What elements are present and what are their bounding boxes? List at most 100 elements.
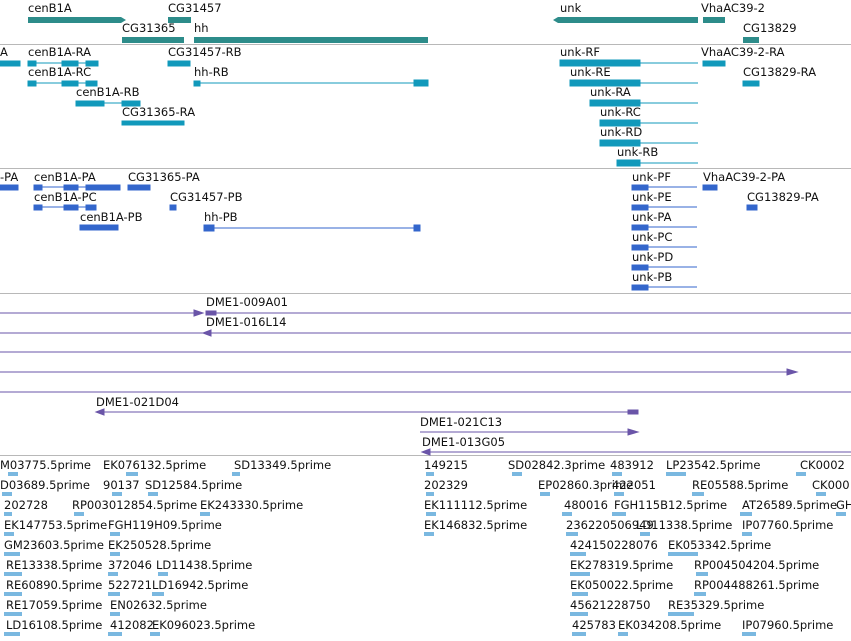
protein-label[interactable]: hh-PB (204, 210, 238, 224)
gene-label[interactable]: hh (194, 21, 209, 35)
gene-label[interactable]: cenB1A (28, 1, 72, 15)
clone-label[interactable]: DME1-021D04 (96, 395, 179, 409)
protein-label[interactable]: CG31457-PB (170, 190, 243, 204)
transcript-label[interactable]: cenB1A-RA (28, 45, 92, 59)
est-label[interactable]: EK146832.5prime (424, 518, 528, 532)
est-label[interactable]: RE35329.5prime (668, 598, 765, 612)
transcript-label[interactable]: unk-RA (590, 85, 631, 99)
est-mark (694, 592, 706, 596)
est-label[interactable]: EK147753.5prime (4, 518, 108, 532)
est-label[interactable]: 149215 (424, 458, 468, 472)
est-label[interactable]: 522721 (108, 578, 152, 592)
protein-label[interactable]: VhaAC39-2-PA (703, 170, 786, 184)
clone-label[interactable]: DME1-016L14 (206, 315, 287, 329)
gene-label[interactable]: VhaAC39-2 (701, 1, 765, 15)
est-label[interactable]: GH (836, 498, 851, 512)
protein-label[interactable]: unk-PB (632, 270, 673, 284)
est-label[interactable]: GM23603.5prime (4, 538, 104, 552)
est-label[interactable]: EP02860.3prime (538, 478, 634, 492)
transcript-label[interactable]: CG13829-RA (743, 65, 817, 79)
transcript-label[interactable]: unk-RB (617, 145, 659, 159)
est-label[interactable]: RE17059.5prime (6, 598, 103, 612)
est-label[interactable]: 424150228076 (570, 538, 658, 552)
est-label[interactable]: 372046 (108, 558, 152, 572)
est-label[interactable]: RE60890.5prime (6, 578, 103, 592)
est-label[interactable]: SD02842.3prime (508, 458, 606, 472)
protein-label[interactable]: cenB1A-PC (34, 190, 97, 204)
est-label[interactable]: EK278319.5prime (570, 558, 674, 572)
protein-label[interactable]: unk-PE (632, 190, 672, 204)
est-mark (640, 532, 650, 536)
est-label[interactable]: 202329 (424, 478, 468, 492)
gene-label[interactable]: CG31457 (168, 1, 222, 15)
transcript-label[interactable]: VhaAC39-2-RA (701, 45, 785, 59)
est-label[interactable]: RP004488261.5prime (694, 578, 820, 592)
protein-label[interactable]: -PA (0, 170, 19, 184)
est-label[interactable]: RE05588.5prime (692, 478, 789, 492)
est-label[interactable]: IP07960.5prime (742, 618, 834, 632)
est-label[interactable]: 90137 (103, 478, 140, 492)
est-label[interactable]: LD11338.5prime (636, 518, 733, 532)
est-label[interactable]: AT26589.5prime (742, 498, 838, 512)
est-label[interactable]: EK053342.5prime (668, 538, 772, 552)
est-label[interactable]: 425783 (572, 618, 616, 632)
transcript-label[interactable]: unk-RD (600, 125, 643, 139)
est-label[interactable]: EK050022.5prime (570, 578, 674, 592)
transcript-label[interactable]: unk-RF (560, 45, 600, 59)
est-label[interactable]: LD16108.5prime (6, 618, 103, 632)
protein-label[interactable]: cenB1A-PA (34, 170, 96, 184)
transcript-label[interactable]: A (0, 45, 8, 59)
clone-label[interactable]: DME1-013G05 (422, 435, 506, 449)
transcript-label[interactable]: CG31457-RB (168, 45, 242, 59)
est-label[interactable]: EK243330.5prime (200, 498, 304, 512)
est-label[interactable]: RE13338.5prime (6, 558, 103, 572)
est-label[interactable]: EK034208.5prime (618, 618, 722, 632)
est-label[interactable]: 412082 (110, 618, 154, 632)
est-label[interactable]: M03775.5prime (0, 458, 91, 472)
protein-label[interactable]: CG31365-PA (128, 170, 200, 184)
protein-label[interactable]: unk-PD (632, 250, 674, 264)
est-label[interactable]: IP07760.5prime (742, 518, 834, 532)
transcript-label[interactable]: CG31365-RA (122, 105, 196, 119)
est-label[interactable]: CK000 (812, 478, 850, 492)
protein-label[interactable]: unk-PA (632, 210, 672, 224)
est-label[interactable]: LD11438.5prime (156, 558, 253, 572)
est-label[interactable]: EK076132.5prime (103, 458, 207, 472)
gene-bar-hh (194, 37, 428, 43)
est-label[interactable]: FGH119H09.5prime (108, 518, 222, 532)
est-label[interactable]: EK111112.5prime (424, 498, 528, 512)
est-label[interactable]: EN02632.5prime (110, 598, 207, 612)
est-label[interactable]: 202728 (4, 498, 48, 512)
est-label[interactable]: FGH115B12.5prime (614, 498, 728, 512)
est-label[interactable]: D03689.5prime (0, 478, 90, 492)
est-label[interactable]: LD16942.5prime (152, 578, 249, 592)
gene-label[interactable]: CG13829 (743, 21, 797, 35)
est-label[interactable]: 236220506949 (566, 518, 654, 532)
clone-arrow (201, 329, 212, 337)
gene-label[interactable]: CG31365 (122, 21, 176, 35)
transcript-label[interactable]: unk-RC (600, 105, 641, 119)
est-label[interactable]: 483912 (610, 458, 654, 472)
est-label[interactable]: CK0002 (800, 458, 845, 472)
transcript-label[interactable]: cenB1A-RB (76, 85, 140, 99)
est-label[interactable]: 480016 (564, 498, 608, 512)
est-label[interactable]: EK096023.5prime (152, 618, 256, 632)
clone-label[interactable]: DME1-021C13 (420, 415, 503, 429)
transcript-label[interactable]: hh-RB (194, 65, 229, 79)
transcript-label[interactable]: unk-RE (570, 65, 611, 79)
est-label[interactable]: 422051 (612, 478, 656, 492)
est-label[interactable]: RP003012854.5prime (72, 498, 198, 512)
est-label[interactable]: 45621228750 (570, 598, 651, 612)
est-label[interactable]: SD13349.5prime (234, 458, 332, 472)
clone-label[interactable]: DME1-009A01 (206, 295, 288, 309)
est-label[interactable]: SD12584.5prime (145, 478, 243, 492)
protein-label[interactable]: CG13829-PA (747, 190, 819, 204)
est-label[interactable]: LP23542.5prime (666, 458, 761, 472)
gene-label[interactable]: unk (560, 1, 582, 15)
est-label[interactable]: EK250528.5prime (108, 538, 212, 552)
protein-label[interactable]: cenB1A-PB (80, 210, 143, 224)
protein-label[interactable]: unk-PC (632, 230, 673, 244)
protein-label[interactable]: unk-PF (632, 170, 671, 184)
est-label[interactable]: RP004504204.5prime (694, 558, 820, 572)
transcript-label[interactable]: cenB1A-RC (28, 65, 92, 79)
